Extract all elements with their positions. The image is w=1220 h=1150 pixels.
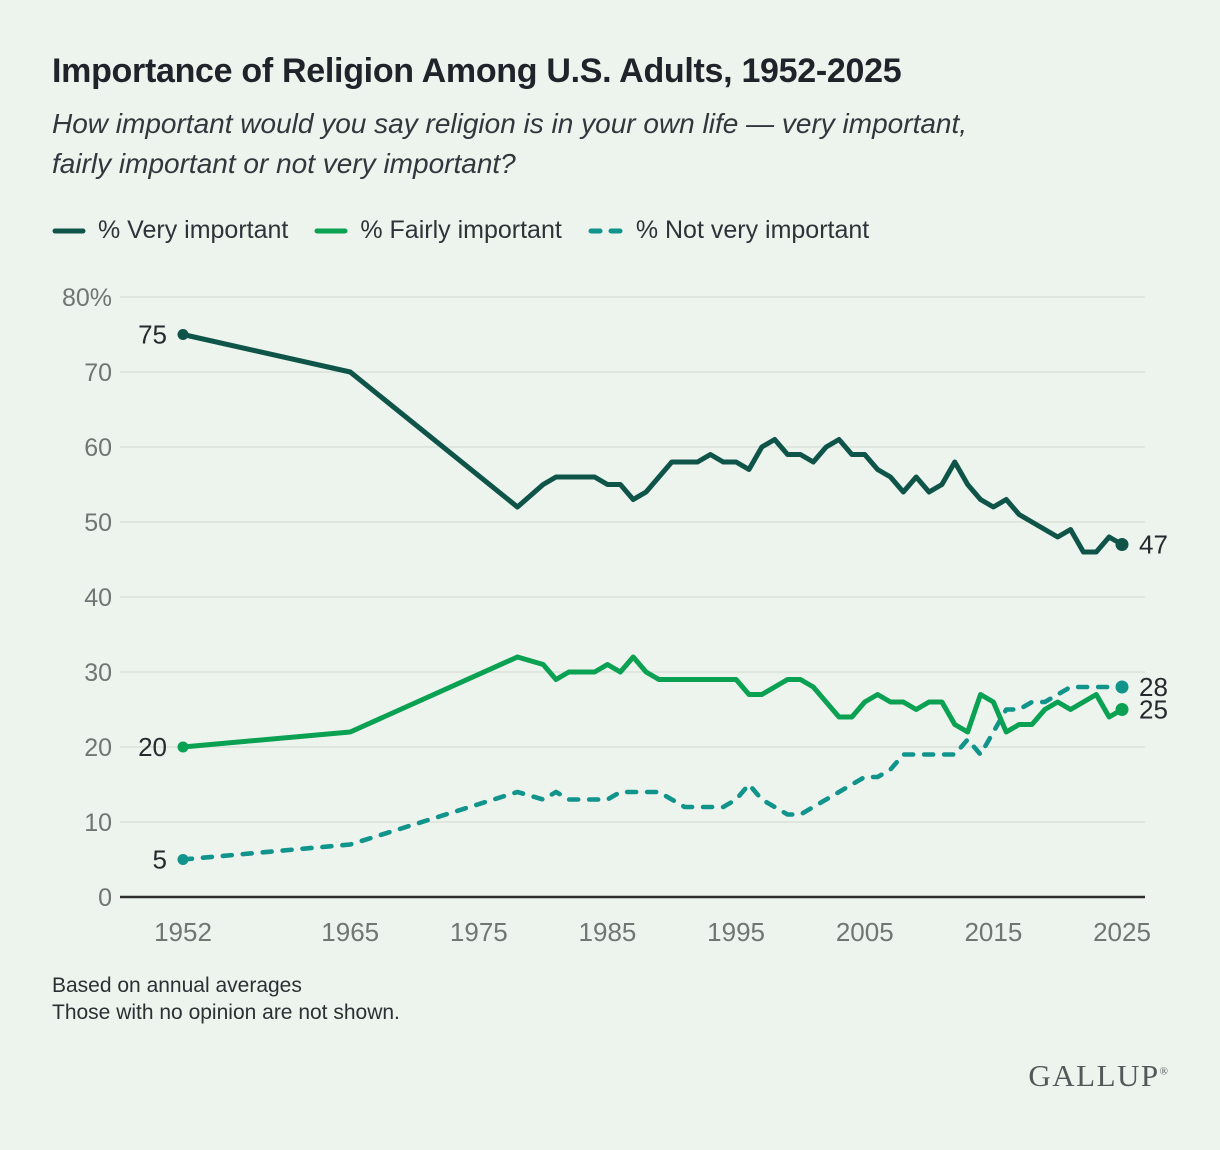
legend-item-not-very-important: % Not very important xyxy=(588,216,869,245)
chart-svg: 80% 70 60 50 40 30 20 10 0 1952 1965 1975 1985 1995 20… xyxy=(62,284,1168,947)
footnotes: Based on annual averages Those with no o… xyxy=(52,972,752,1026)
legend: % Very important % Fairly important % No… xyxy=(52,216,869,245)
legend-swatch-fairly-important-icon xyxy=(314,228,348,233)
y-tick-label-0: 0 xyxy=(98,884,112,912)
x-tick-label-1975: 1975 xyxy=(450,917,508,947)
x-tick-label-1985: 1985 xyxy=(579,917,637,947)
y-tick-label-40: 40 xyxy=(84,584,112,612)
y-tick-label-80: 80% xyxy=(62,284,112,312)
series-start-dot-very-important xyxy=(177,329,189,340)
legend-item-fairly-important: % Fairly important xyxy=(314,216,562,245)
legend-label-very-important: % Very important xyxy=(98,216,289,244)
series-start-dot-fairly-important xyxy=(177,741,189,753)
x-tick-label-2005: 2005 xyxy=(836,917,894,947)
end-value-label-very-important: 47 xyxy=(1139,530,1168,560)
y-tick-label-30: 30 xyxy=(84,659,112,687)
y-tick-label-10: 10 xyxy=(84,809,112,837)
series-line-very-important xyxy=(180,332,1125,555)
footnote-line-1: Based on annual averages xyxy=(52,974,302,997)
chart-subtitle-line-2: fairly important or not very important? xyxy=(52,148,516,179)
legend-swatch-very-important-icon xyxy=(52,228,86,233)
series-end-dot-fairly-important xyxy=(1115,703,1129,716)
gallup-logo-registered-mark: ® xyxy=(1159,1065,1168,1078)
legend-swatch-not-very-important-icon xyxy=(588,228,624,233)
start-value-label-not-very-important: 5 xyxy=(153,845,167,875)
series-line-fairly-important xyxy=(180,654,1125,750)
series-line-not-very-important xyxy=(180,684,1125,862)
start-value-label-very-important: 75 xyxy=(138,320,167,350)
series-end-dot-very-important xyxy=(1115,538,1129,551)
y-tick-label-70: 70 xyxy=(84,359,112,387)
legend-label-fairly-important: % Fairly important xyxy=(360,216,562,244)
chart-subtitle: How important would you say religion is … xyxy=(52,104,1172,184)
x-tick-label-1965: 1965 xyxy=(321,917,379,947)
footnote-line-2: Those with no opinion are not shown. xyxy=(52,1001,400,1024)
chart-title: Importance of Religion Among U.S. Adults… xyxy=(52,52,902,90)
y-tick-label-50: 50 xyxy=(84,509,112,537)
legend-label-not-very-important: % Not very important xyxy=(635,216,870,244)
x-tick-label-2025: 2025 xyxy=(1093,917,1151,947)
end-value-label-fairly-important: 25 xyxy=(1139,695,1168,725)
start-value-label-fairly-important: 20 xyxy=(138,732,167,762)
series-start-dot-not-very-important xyxy=(177,854,189,865)
y-tick-label-60: 60 xyxy=(84,434,112,462)
end-value-label-not-very-important: 28 xyxy=(1139,672,1168,702)
chart-subtitle-line-1: How important would you say religion is … xyxy=(52,108,968,139)
gallup-logo-text: GALLUP xyxy=(1028,1058,1160,1093)
x-tick-label-1995: 1995 xyxy=(707,917,765,947)
legend-item-very-important: % Very important xyxy=(52,216,288,245)
series-end-dot-not-very-important xyxy=(1115,680,1129,694)
x-tick-label-2015: 2015 xyxy=(964,917,1022,947)
y-tick-label-20: 20 xyxy=(84,734,112,762)
x-tick-label-1952: 1952 xyxy=(154,917,212,947)
gallup-logo: GALLUP® xyxy=(1028,1058,1168,1094)
